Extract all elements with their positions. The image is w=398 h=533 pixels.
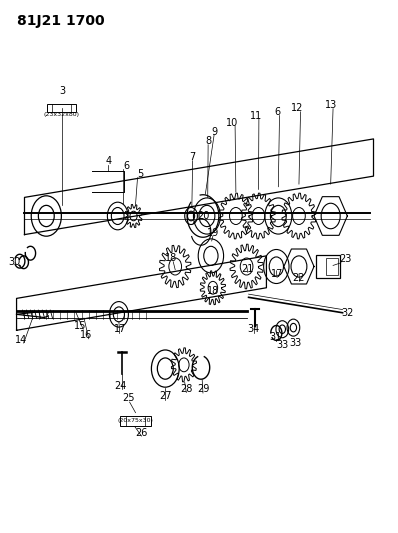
- Text: 31: 31: [269, 332, 282, 342]
- Text: 3: 3: [59, 86, 65, 96]
- Text: 25: 25: [122, 393, 135, 403]
- Bar: [326, 258, 338, 275]
- Text: 13: 13: [324, 100, 337, 110]
- Text: 20: 20: [197, 211, 210, 221]
- Text: 11: 11: [250, 111, 262, 120]
- Text: 6: 6: [124, 161, 130, 171]
- Text: 14: 14: [15, 335, 27, 344]
- Bar: [47, 104, 76, 112]
- Text: 32: 32: [342, 308, 354, 318]
- Text: 18: 18: [207, 286, 219, 296]
- Text: 33: 33: [276, 340, 289, 350]
- Text: 30: 30: [8, 257, 20, 267]
- Text: 17: 17: [271, 269, 283, 279]
- Text: 27: 27: [159, 391, 172, 401]
- Text: 34: 34: [248, 325, 260, 334]
- Text: 17: 17: [113, 325, 126, 334]
- Text: 15: 15: [74, 321, 86, 330]
- Text: 29: 29: [197, 384, 209, 394]
- Text: 81J21 1700: 81J21 1700: [17, 14, 104, 28]
- Text: 5: 5: [137, 169, 143, 179]
- Text: 24: 24: [114, 381, 127, 391]
- Text: 28: 28: [180, 384, 193, 394]
- Text: 4: 4: [105, 156, 111, 166]
- Text: (23x32x80): (23x32x80): [44, 111, 80, 117]
- Text: 10: 10: [226, 118, 238, 127]
- Text: 6: 6: [274, 107, 280, 117]
- Text: 7: 7: [189, 152, 196, 162]
- Text: 21: 21: [242, 264, 254, 274]
- Text: (20x75x30): (20x75x30): [117, 418, 154, 423]
- Text: 33: 33: [289, 338, 301, 348]
- Text: 8: 8: [205, 136, 211, 146]
- Text: 16: 16: [80, 330, 92, 340]
- Text: 9: 9: [211, 127, 217, 136]
- Text: 18: 18: [165, 253, 178, 263]
- Text: 19: 19: [207, 228, 219, 238]
- Text: 22: 22: [293, 273, 305, 283]
- Bar: [121, 416, 150, 426]
- Text: 26: 26: [135, 427, 148, 438]
- Text: 12: 12: [291, 103, 304, 114]
- Bar: [316, 255, 340, 278]
- Text: 23: 23: [339, 254, 351, 264]
